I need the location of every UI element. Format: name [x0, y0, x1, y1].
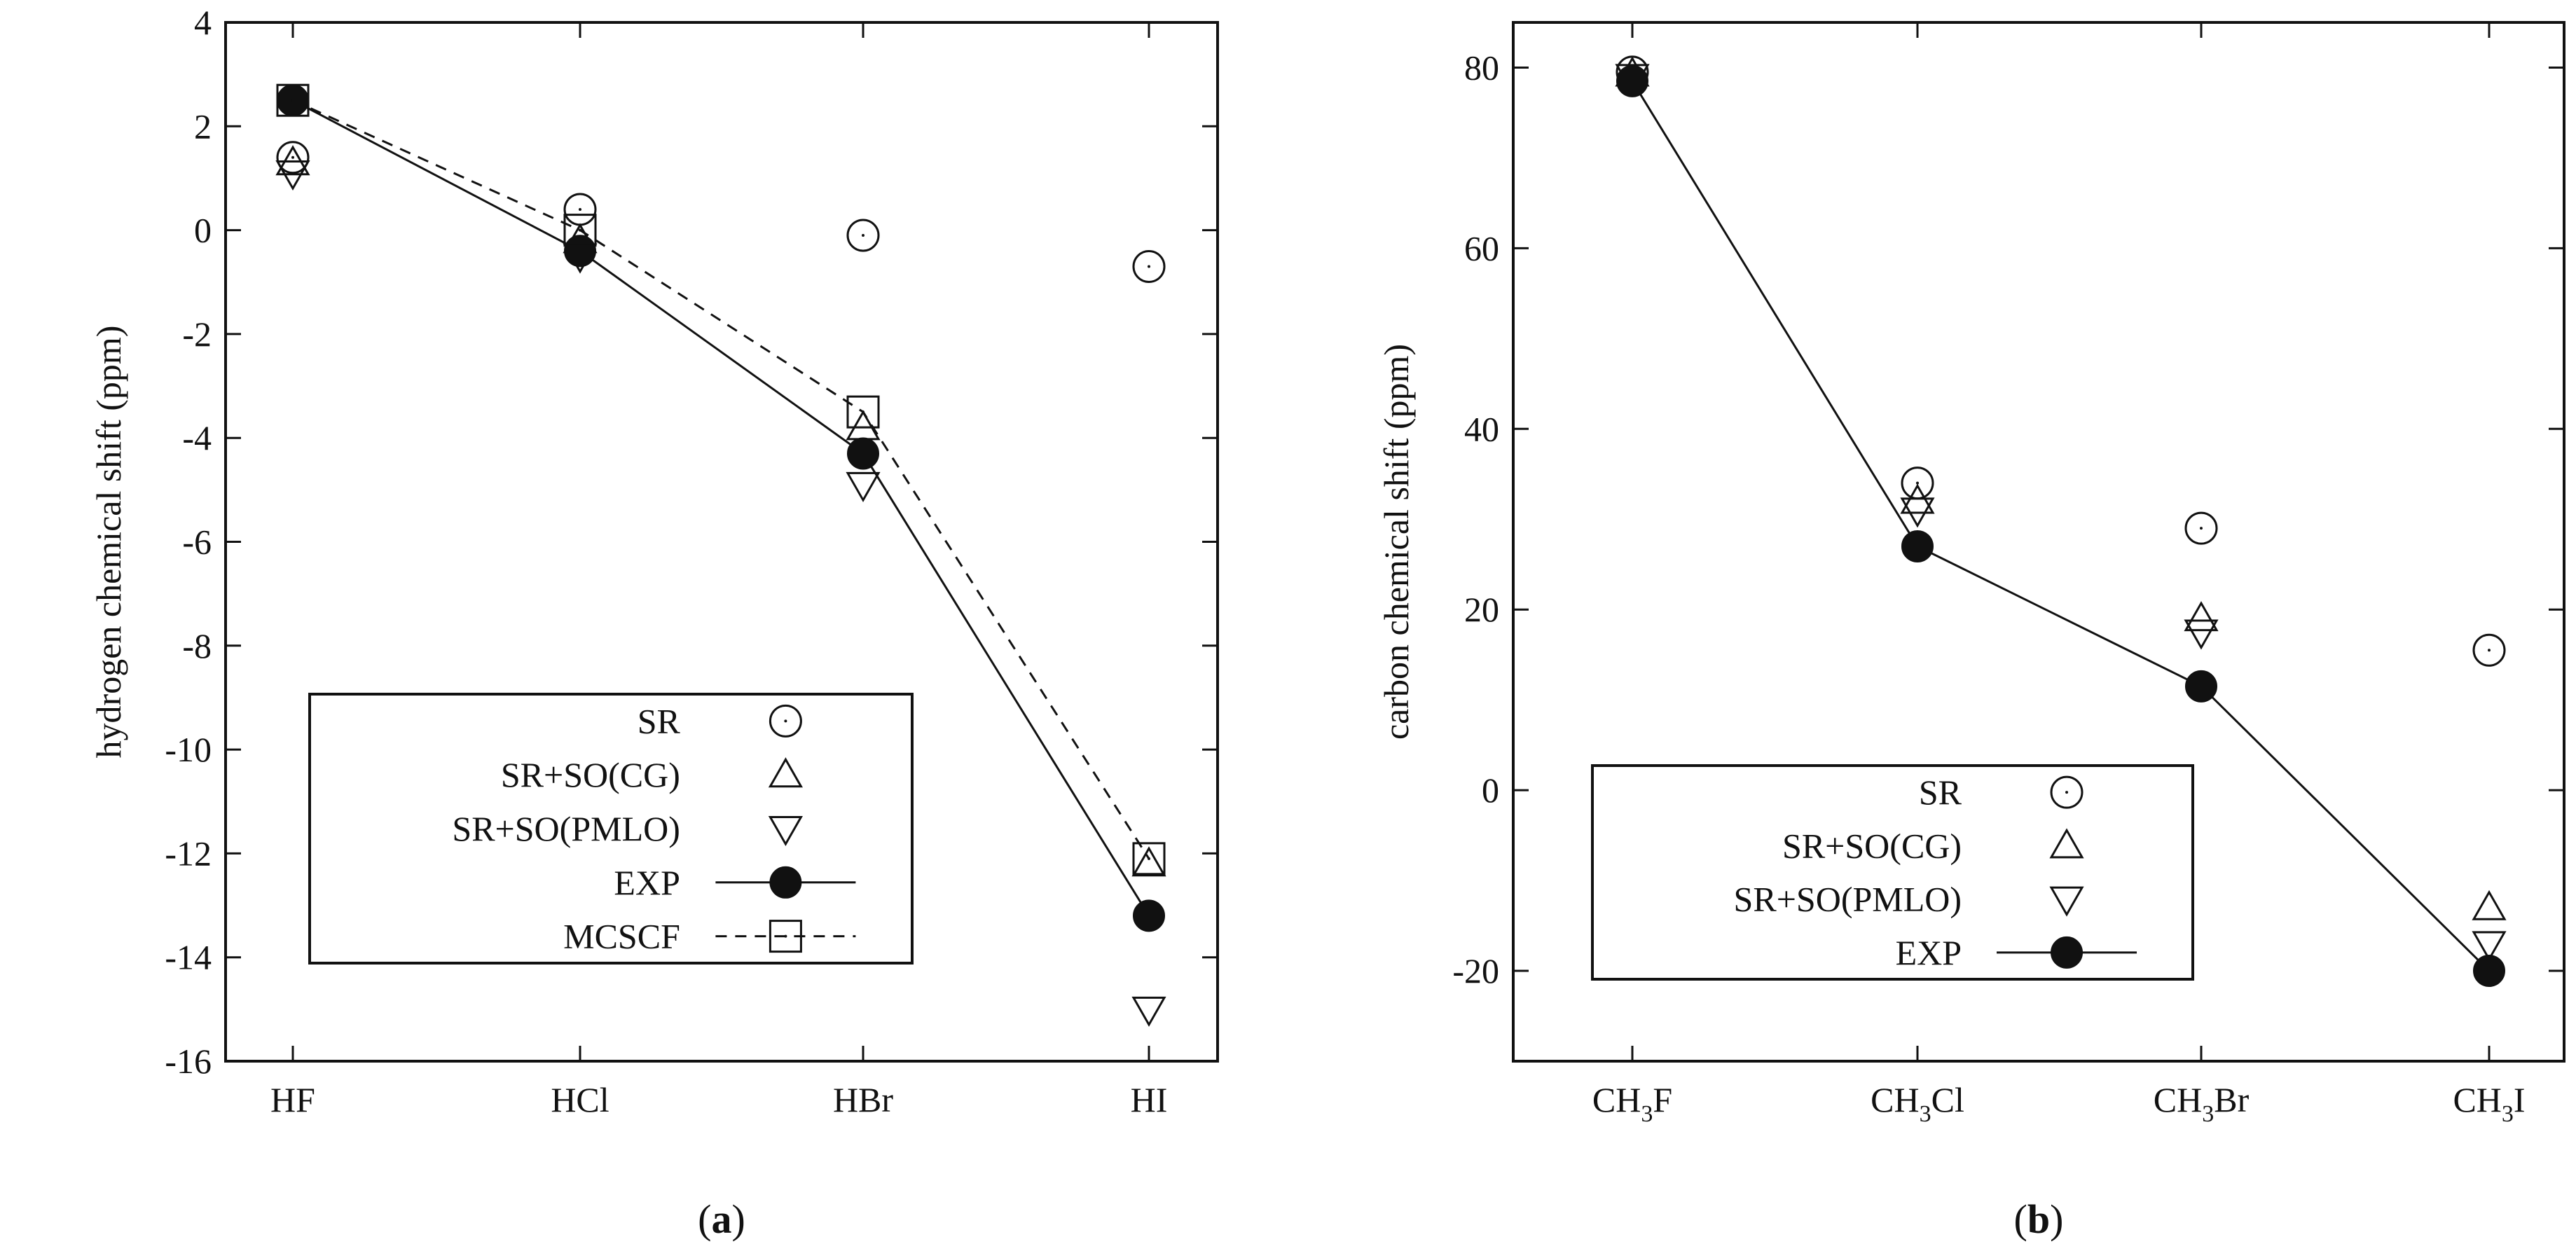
y-tick-label: -16 [165, 1042, 212, 1081]
y-tick-label: -10 [165, 730, 212, 769]
data-point-exp [2185, 670, 2217, 703]
legend-box [308, 693, 914, 965]
series-line-exp [292, 99, 1150, 917]
series-line-exp [1631, 81, 2491, 972]
legend-marker [768, 816, 803, 847]
y-tick-label: 0 [1482, 770, 1499, 810]
y-tick-label: 4 [194, 3, 212, 42]
y-tick-label: -6 [182, 523, 212, 562]
data-point-sr-so-pmlo- [846, 471, 881, 502]
x-tick-label: CH3Br [2154, 1080, 2250, 1127]
data-point-sr-so-pmlo- [2472, 931, 2507, 962]
legend-marker [769, 704, 802, 738]
data-point-sr-so-pmlo- [1131, 996, 1166, 1027]
y-tick-label: -20 [1452, 951, 1499, 990]
y-tick-label: 0 [194, 211, 212, 250]
legend-marker [2050, 775, 2083, 809]
y-tick-label: -14 [165, 938, 212, 977]
data-point-exp [1901, 530, 1934, 562]
x-tick-label: CH3I [2453, 1080, 2525, 1127]
legend-label: EXP [614, 863, 680, 902]
legend-label: SR [638, 701, 681, 740]
y-tick-label: 60 [1464, 228, 1499, 268]
legend-label: SR [1919, 773, 1962, 812]
panel-a: 4 2 0 -2 -4 -6 -8 -10 -12 -14 -16 HF HCl HBr HI hydroge… [89, 3, 1219, 1242]
data-point-sr-so-cg- [2472, 890, 2507, 920]
y-tick-label: 2 [194, 106, 212, 146]
data-point-sr [2472, 633, 2506, 667]
data-point-sr [846, 219, 880, 252]
data-point-sr [1132, 250, 1166, 284]
x-tick-label: HBr [833, 1080, 893, 1119]
legend-marker [769, 866, 802, 899]
legend-label: SR+SO(PMLO) [452, 809, 680, 848]
legend-label: EXP [1896, 933, 1962, 972]
y-tick-label: 80 [1464, 48, 1499, 87]
legend-marker [2049, 828, 2084, 859]
data-point-exp [1616, 64, 1648, 97]
y-tick-label: -4 [182, 418, 212, 457]
data-point-mcscf [1132, 842, 1166, 876]
y-tick-label: -8 [182, 626, 212, 665]
x-tick-label: CH3Cl [1871, 1080, 1964, 1127]
legend-label: SR+SO(PMLO) [1734, 880, 1962, 919]
panel-caption: (b) [2014, 1196, 2064, 1242]
data-point-sr [276, 141, 310, 174]
y-axis-label: carbon chemical shift (ppm) [1377, 344, 1416, 740]
data-point-mcscf [846, 395, 880, 429]
data-point-mcscf [563, 214, 597, 247]
data-point-sr-so-pmlo- [275, 160, 310, 191]
y-tick-label: -2 [182, 315, 212, 354]
legend-marker [2051, 936, 2083, 969]
data-point-sr [2184, 511, 2218, 545]
legend-label: MCSCF [563, 917, 680, 956]
data-point-exp [2473, 955, 2505, 988]
data-point-sr-so-cg- [846, 410, 881, 441]
y-axis-label: hydrogen chemical shift (ppm) [89, 326, 128, 759]
data-point-sr-so-cg- [1131, 846, 1166, 877]
data-point-sr-so-cg- [2184, 601, 2219, 632]
x-tick-label: HCl [551, 1080, 609, 1119]
y-tick-label: 20 [1464, 590, 1499, 629]
legend-box [1591, 764, 2194, 981]
x-tick-label: CH3F [1592, 1080, 1672, 1127]
panel-caption: (a) [698, 1196, 745, 1242]
x-tick-label: HI [1131, 1080, 1168, 1119]
data-point-sr-so-pmlo- [2184, 619, 2219, 650]
plot-frame [1512, 21, 2565, 1063]
data-point-mcscf [276, 83, 310, 117]
data-point-exp [847, 437, 879, 470]
series-line-mcscf [292, 99, 1150, 859]
y-tick-label: 40 [1464, 409, 1499, 448]
legend-marker [2049, 886, 2084, 917]
x-tick-label: HF [270, 1080, 315, 1119]
data-point-sr-so-pmlo- [1900, 497, 1935, 528]
legend-label: SR+SO(CG) [1782, 826, 1962, 865]
legend-label: SR+SO(CG) [501, 755, 680, 794]
y-tick-label: -12 [165, 834, 212, 873]
legend-marker [769, 920, 802, 953]
legend-marker [768, 757, 803, 788]
panel-b: 80 60 40 20 0 -20 CH3F CH3Cl CH3Br CH3I carbon che… [1377, 21, 2565, 1242]
data-point-exp [564, 235, 596, 268]
data-point-exp [1133, 899, 1165, 932]
